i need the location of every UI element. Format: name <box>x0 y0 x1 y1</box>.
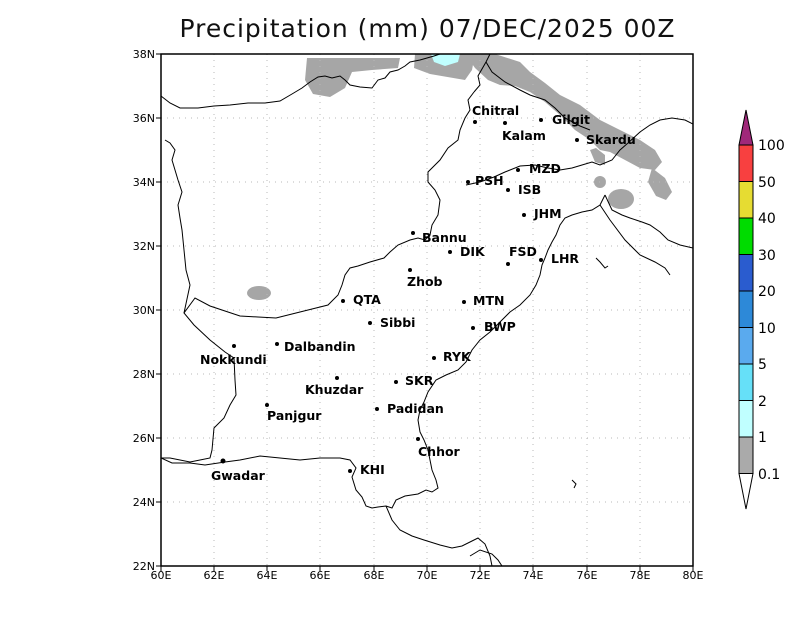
colorbar-label: 50 <box>758 175 776 191</box>
city-label: Sibbi <box>380 315 415 330</box>
city-label: Panjgur <box>267 408 322 423</box>
city-dot <box>411 231 415 235</box>
colorbar-under-arrow <box>738 473 754 510</box>
colorbar-label: 40 <box>758 211 776 227</box>
city-dot <box>394 380 398 384</box>
x-tick-label: 80E <box>683 569 704 582</box>
colorbar-over-arrow <box>738 109 754 146</box>
city-label: Dalbandin <box>284 339 356 354</box>
city-dot <box>575 138 579 142</box>
city-dot <box>375 407 379 411</box>
x-tick-label: 62E <box>204 569 225 582</box>
city-label: SKR <box>405 373 434 388</box>
y-tick-label: 28N <box>133 368 155 381</box>
city-dot <box>368 321 372 325</box>
colorbar-label: 5 <box>758 357 767 373</box>
city-markers: Chitral Kalam Gilgit Skardu MZD PSH ISB … <box>200 103 636 483</box>
city-label: DIK <box>460 244 486 259</box>
city-dot <box>275 342 279 346</box>
city-dot <box>473 120 477 124</box>
city-label: ISB <box>518 182 541 197</box>
colorbar-label: 0.1 <box>758 467 780 483</box>
colorbar-label: 2 <box>758 394 767 410</box>
city-label: Khuzdar <box>305 382 364 397</box>
city-label: Skardu <box>586 132 636 147</box>
city-label: Gwadar <box>211 468 266 483</box>
city-dot <box>539 258 543 262</box>
colorbar-label: 10 <box>758 321 776 337</box>
colorbar-label: 30 <box>758 248 776 264</box>
city-dot <box>539 118 543 122</box>
city-label: BWP <box>484 319 516 334</box>
y-tick-label: 26N <box>133 432 155 445</box>
colorbar-legend: 100 50 40 30 20 10 5 2 1 0.1 <box>738 109 785 510</box>
city-dot <box>432 356 436 360</box>
colorbar-label: 20 <box>758 284 776 300</box>
colorbar-label: 100 <box>758 138 785 154</box>
y-tick-label: 30N <box>133 304 155 317</box>
x-tick-label: 60E <box>151 569 172 582</box>
x-tick-label: 70E <box>417 569 438 582</box>
x-tick-label: 64E <box>257 569 278 582</box>
city-label: RYK <box>443 349 472 364</box>
city-label: Kalam <box>502 128 546 143</box>
x-tick-label: 74E <box>523 569 544 582</box>
x-tick-label: 68E <box>364 569 385 582</box>
city-dot <box>335 376 339 380</box>
y-tick-label: 22N <box>133 560 155 573</box>
city-label: Gilgit <box>552 112 590 127</box>
precipitation-shading <box>247 54 672 300</box>
city-label: Bannu <box>422 230 467 245</box>
city-label: Zhob <box>407 274 443 289</box>
x-tick-label: 72E <box>470 569 491 582</box>
city-dot <box>506 188 510 192</box>
x-axis: 60E 62E 64E 66E 68E 70E 72E 74E 76E 78E … <box>151 566 704 582</box>
y-axis: 22N 24N 26N 28N 30N 32N 34N 36N 38N <box>133 48 161 573</box>
city-label: FSD <box>509 244 537 259</box>
city-label: Chitral <box>472 103 519 118</box>
city-dot <box>466 180 470 184</box>
city-label: LHR <box>551 251 579 266</box>
city-label: MTN <box>473 293 504 308</box>
city-label: MZD <box>529 161 561 176</box>
city-label: Nokkundi <box>200 352 267 367</box>
city-dot <box>408 268 412 272</box>
x-tick-label: 66E <box>310 569 331 582</box>
country-borders <box>161 54 693 566</box>
y-tick-label: 34N <box>133 176 155 189</box>
city-dot <box>341 299 345 303</box>
city-dot <box>462 300 466 304</box>
city-dot <box>506 262 510 266</box>
colorbar-label: 1 <box>758 430 767 446</box>
city-label: Chhor <box>418 444 461 459</box>
city-dot <box>503 121 507 125</box>
city-label: Padidan <box>387 401 444 416</box>
x-tick-label: 76E <box>577 569 598 582</box>
city-dot <box>522 213 526 217</box>
city-dot <box>348 469 352 473</box>
city-dot <box>220 458 226 464</box>
city-dot <box>471 326 475 330</box>
y-tick-label: 38N <box>133 48 155 61</box>
city-label: JHM <box>533 206 562 221</box>
city-dot <box>265 403 269 407</box>
y-tick-label: 36N <box>133 112 155 125</box>
y-tick-label: 24N <box>133 496 155 509</box>
city-dot <box>516 168 520 172</box>
y-tick-label: 32N <box>133 240 155 253</box>
city-label: PSH <box>475 173 504 188</box>
grid-lines <box>161 54 693 566</box>
x-tick-label: 78E <box>630 569 651 582</box>
city-dot <box>232 344 236 348</box>
city-dot <box>448 250 452 254</box>
city-dot <box>416 437 420 441</box>
city-label: QTA <box>353 292 381 307</box>
map-title: Precipitation (mm) 07/DEC/2025 00Z <box>179 14 676 43</box>
city-label: KHI <box>360 462 385 477</box>
